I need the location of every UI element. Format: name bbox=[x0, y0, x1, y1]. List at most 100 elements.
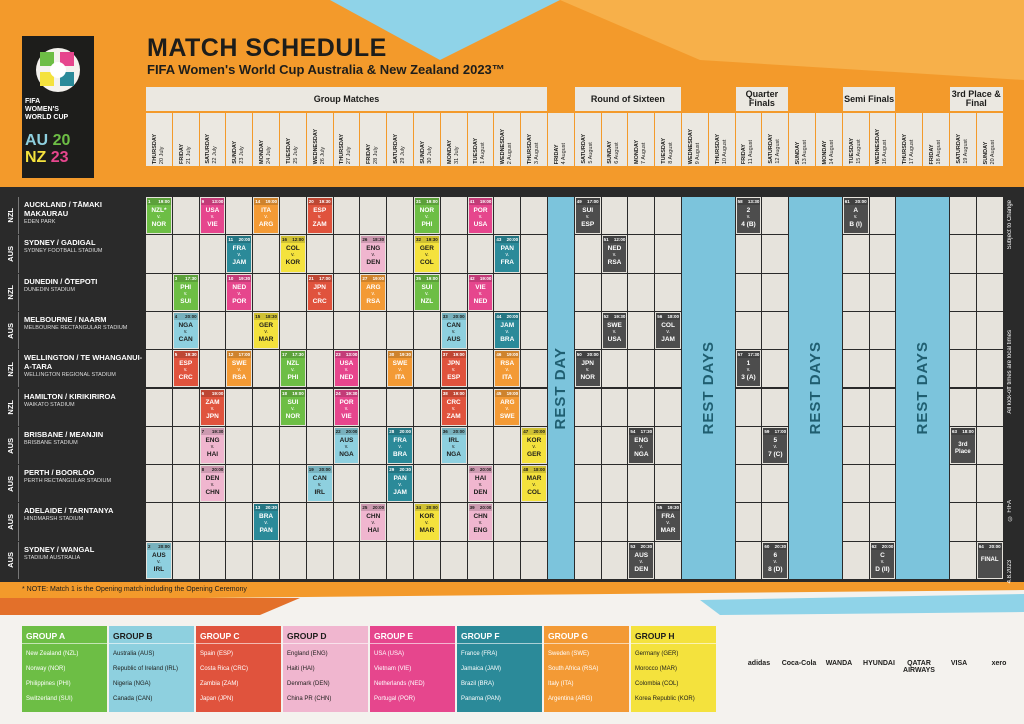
match-number: 64 bbox=[978, 543, 984, 549]
cell bbox=[735, 503, 762, 541]
versus: v. bbox=[425, 252, 429, 259]
match-time: 20:00 bbox=[453, 428, 465, 434]
match: 40 20:00 HAI v. DEN bbox=[468, 466, 493, 502]
versus: v. bbox=[425, 520, 429, 527]
cell bbox=[146, 388, 172, 426]
cell bbox=[869, 235, 896, 273]
group-name: GROUP D bbox=[283, 626, 368, 644]
date: 25 July bbox=[292, 146, 299, 164]
match-head: 4 20:00 bbox=[173, 312, 198, 320]
group-team: Norway (NOR) bbox=[26, 666, 66, 672]
team-home: CHN bbox=[473, 513, 488, 521]
match-time: 18:30 bbox=[372, 237, 385, 243]
match-number: 62 bbox=[871, 543, 877, 549]
stage-header: Round of Sixteen bbox=[574, 87, 681, 111]
match-time: 18:30 bbox=[265, 313, 277, 319]
day-header: THURSDAY 3 August bbox=[521, 113, 547, 166]
team-away: RSA bbox=[366, 297, 381, 305]
team-home: AUS bbox=[634, 551, 649, 559]
cell bbox=[172, 235, 199, 273]
day-header: MONDAY 14 August bbox=[816, 113, 842, 166]
cell bbox=[950, 311, 976, 350]
cell bbox=[387, 541, 413, 579]
match-number: 49 bbox=[576, 199, 582, 204]
match: 29 20:30 PAN v. JAM bbox=[388, 466, 412, 502]
team-home: GER bbox=[259, 321, 274, 329]
day-label: SATURDAY 12 August bbox=[768, 134, 782, 164]
cell bbox=[253, 273, 279, 311]
cell bbox=[253, 388, 279, 426]
team-away: RSA bbox=[232, 374, 247, 382]
match-time: 13:30 bbox=[747, 199, 760, 204]
group-team: Portugal (POR) bbox=[374, 696, 416, 702]
team-away: ENG bbox=[473, 527, 488, 535]
match-head: 19 20:00 bbox=[307, 466, 332, 474]
team-home: COL bbox=[661, 321, 675, 329]
venue-name: PERTH / BOORLOO bbox=[24, 468, 95, 478]
team-away: HAI bbox=[206, 450, 219, 458]
sponsor: adidas bbox=[747, 660, 771, 667]
group-name: GROUP G bbox=[544, 626, 629, 644]
team-home: NOR bbox=[419, 207, 435, 214]
cell bbox=[601, 426, 628, 465]
team-away: RSA bbox=[607, 259, 622, 267]
team-away: AUS bbox=[446, 335, 461, 343]
match: 38 19:00 CRC v. ZAM bbox=[441, 389, 466, 425]
match: 37 19:00 JPN v. ESP bbox=[441, 351, 466, 387]
match: 55 19:30 FRA v. MAR bbox=[656, 504, 680, 540]
match-head: 8 20:00 bbox=[200, 466, 225, 474]
match-number: 7 bbox=[201, 428, 205, 434]
cell bbox=[253, 235, 279, 273]
match: 23 13:00 USA v. NED bbox=[334, 351, 359, 387]
match-time: 19:30 bbox=[185, 352, 197, 358]
group-team: Canada (CAN) bbox=[113, 696, 153, 702]
cell bbox=[360, 465, 387, 503]
team-home: KOR bbox=[419, 513, 435, 521]
match-time: 18:00 bbox=[962, 428, 974, 434]
stage-label: 3rd Place & Final bbox=[951, 89, 1001, 108]
cell bbox=[950, 465, 976, 503]
cell bbox=[762, 273, 789, 311]
match-time: 19:30 bbox=[399, 352, 411, 358]
match-time: 13:00 bbox=[211, 199, 224, 204]
cell bbox=[842, 426, 869, 465]
group-team: Jamaica (JAM) bbox=[461, 666, 502, 672]
versus: v. bbox=[853, 214, 858, 220]
match-number: 27 bbox=[362, 275, 368, 281]
versus: v. bbox=[237, 367, 242, 374]
match-head: 41 19:00 bbox=[468, 198, 493, 205]
stage-label: Group Matches bbox=[313, 93, 380, 104]
date: 17 August bbox=[909, 139, 916, 164]
cell bbox=[146, 235, 172, 273]
versus: v. bbox=[585, 214, 590, 220]
weekday: SUNDAY bbox=[982, 141, 989, 164]
match-head: 24 19:30 bbox=[334, 389, 359, 397]
match-number: 16 bbox=[282, 237, 288, 243]
cell bbox=[869, 503, 896, 541]
logo-line: FIFA bbox=[25, 98, 41, 105]
cell bbox=[735, 426, 762, 465]
day-label: THURSDAY 10 August bbox=[715, 134, 729, 164]
cell bbox=[976, 235, 1003, 273]
match: 45 19:00 ARG v. SWE bbox=[495, 389, 520, 425]
date: 20 July bbox=[158, 146, 165, 164]
match-time: 20:00 bbox=[479, 467, 492, 473]
cell bbox=[628, 388, 655, 426]
day-header: WEDNESDAY 9 August bbox=[682, 113, 708, 166]
team-home: USA bbox=[339, 360, 354, 368]
match-head: 10 19:30 bbox=[227, 274, 252, 282]
match: 5 19:30 ESP v. CRC bbox=[173, 351, 198, 387]
match-head: 6 19:00 bbox=[200, 389, 225, 397]
match-head: 29 20:30 bbox=[388, 466, 412, 474]
day-label: FRIDAY 18 August bbox=[929, 140, 943, 164]
group-box: GROUP B Australia (AUS) Republic of Irelan… bbox=[109, 626, 194, 712]
match: 12 17:00 SWE v. RSA bbox=[227, 351, 252, 387]
team-away: JAM bbox=[393, 489, 407, 497]
match-head: 62 20:00 bbox=[870, 542, 895, 550]
match-head: 32 19:30 bbox=[415, 236, 439, 244]
cell bbox=[869, 350, 896, 388]
day-label: FRIDAY 4 August bbox=[554, 143, 568, 164]
match: 8 20:00 DEN v. CHN bbox=[200, 466, 225, 502]
team-home: SWE bbox=[607, 321, 622, 329]
team-home: CAN bbox=[446, 321, 461, 329]
